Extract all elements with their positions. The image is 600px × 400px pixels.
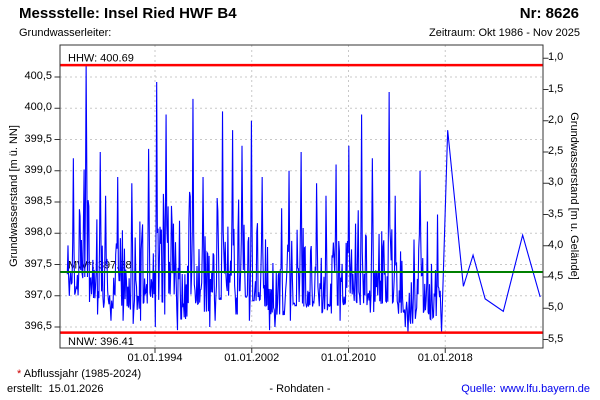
source-url[interactable]: www.lfu.bayern.de xyxy=(500,383,590,395)
period-label: Zeitraum: Okt 1986 - Nov 2025 xyxy=(428,27,580,39)
y-right-tick-label: 1,0 xyxy=(548,51,564,64)
y-right-tick-label: 5,0 xyxy=(548,301,564,314)
x-tick-label: 01.01.2018 xyxy=(417,352,473,364)
y-left-tick-label: 396,5 xyxy=(24,320,52,332)
aquifer-label: Grundwasserleiter: xyxy=(19,27,112,39)
y-right-tick-label: 3,5 xyxy=(548,207,564,220)
y-right-tick-label: 3,0 xyxy=(548,176,564,189)
y-left-tick-label: 399,5 xyxy=(24,132,52,145)
source-label: Quelle: xyxy=(461,383,497,395)
y-axis-title-right: Grundwasserstand [m u. Gelände] xyxy=(568,112,580,280)
y-left-tick-label: 397,5 xyxy=(24,257,52,270)
y-right-tick-label: 4,5 xyxy=(548,270,564,282)
footnote: * Abflussjahr (1985-2024) xyxy=(17,368,141,380)
station-number: Nr: 8626 xyxy=(519,5,579,22)
data-type-label: - Rohdaten - xyxy=(269,383,331,395)
footnote-text: Abflussjahr (1985-2024) xyxy=(23,368,142,380)
reference-label-hhw: HHW: 400.69 xyxy=(68,53,134,65)
y-right-tick-label: 2,5 xyxy=(548,145,564,157)
page-title: Messstelle: Insel Ried HWF B4 xyxy=(19,5,237,22)
x-tick-label: 01.01.2002 xyxy=(224,352,280,364)
created-label: erstellt: xyxy=(7,383,43,395)
footnote-asterisk: * xyxy=(17,368,22,380)
y-left-tick-label: 400,0 xyxy=(24,101,52,114)
y-left-tick-label: 398,5 xyxy=(24,195,52,207)
created-date: 15.01.2026 xyxy=(48,383,104,395)
y-left-tick-label: 400,5 xyxy=(24,70,52,82)
y-right-tick-label: 5,5 xyxy=(548,332,564,345)
y-right-tick-label: 2,0 xyxy=(548,113,564,126)
y-right-tick-label: 4,0 xyxy=(548,238,564,251)
reference-label-nnw: NNW: 396.41 xyxy=(68,336,134,348)
source-link: Quelle: www.lfu.bayern.de xyxy=(461,383,590,395)
plot-frame xyxy=(59,44,544,349)
y-left-tick-label: 397,0 xyxy=(24,288,52,301)
x-tick-label: 01.01.2010 xyxy=(320,352,377,364)
series-line xyxy=(66,65,541,334)
x-tick-label: 01.01.1994 xyxy=(127,352,183,364)
y-right-tick-label: 1,5 xyxy=(548,82,564,95)
y-left-tick-label: 399,0 xyxy=(24,163,52,176)
created-info: erstellt: 15.01.2026 xyxy=(7,383,104,395)
y-left-tick-label: 398,0 xyxy=(24,226,52,239)
